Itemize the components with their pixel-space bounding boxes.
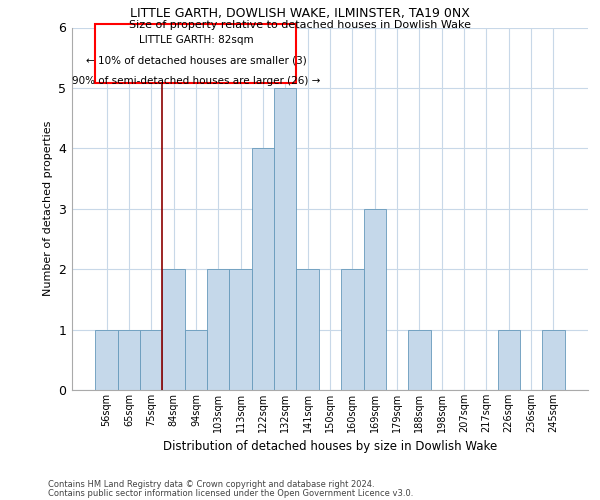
Text: LITTLE GARTH: 82sqm: LITTLE GARTH: 82sqm: [139, 36, 253, 46]
Text: Contains public sector information licensed under the Open Government Licence v3: Contains public sector information licen…: [48, 488, 413, 498]
Y-axis label: Number of detached properties: Number of detached properties: [43, 121, 53, 296]
Bar: [252, 148, 274, 390]
Text: ← 10% of detached houses are smaller (3): ← 10% of detached houses are smaller (3): [86, 56, 307, 66]
Bar: [185, 330, 207, 390]
Bar: [542, 330, 565, 390]
Bar: [229, 269, 252, 390]
Bar: [341, 269, 364, 390]
Bar: [408, 330, 431, 390]
Text: Contains HM Land Registry data © Crown copyright and database right 2024.: Contains HM Land Registry data © Crown c…: [48, 480, 374, 489]
Bar: [95, 330, 118, 390]
Bar: [95, 24, 296, 83]
Text: LITTLE GARTH, DOWLISH WAKE, ILMINSTER, TA19 0NX: LITTLE GARTH, DOWLISH WAKE, ILMINSTER, T…: [130, 8, 470, 20]
X-axis label: Distribution of detached houses by size in Dowlish Wake: Distribution of detached houses by size …: [163, 440, 497, 454]
Bar: [140, 330, 163, 390]
Bar: [296, 269, 319, 390]
Bar: [118, 330, 140, 390]
Text: Size of property relative to detached houses in Dowlish Wake: Size of property relative to detached ho…: [129, 20, 471, 30]
Text: 90% of semi-detached houses are larger (26) →: 90% of semi-detached houses are larger (…: [72, 76, 320, 86]
Bar: [163, 269, 185, 390]
Bar: [497, 330, 520, 390]
Bar: [274, 88, 296, 390]
Bar: [364, 209, 386, 390]
Bar: [207, 269, 229, 390]
